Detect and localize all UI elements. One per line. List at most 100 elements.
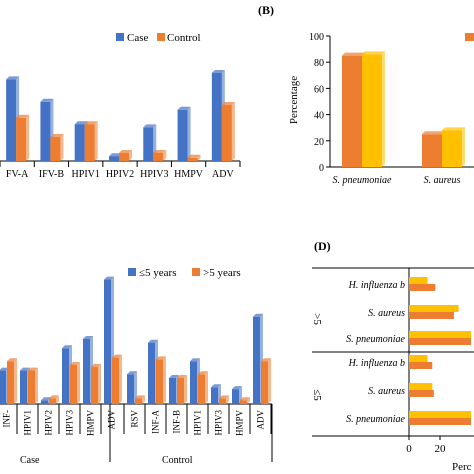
panel-c-bar-over5-front xyxy=(91,366,98,404)
panel-a-bar-case-top xyxy=(211,70,225,73)
panel-d-y-tick-label: H. influenza b xyxy=(348,280,405,291)
panel-a-bar-control xyxy=(16,114,30,161)
panel-c-bar-over5-top xyxy=(70,362,80,365)
panel-c-bar-over5-side xyxy=(226,395,229,404)
legend-case-swatch xyxy=(116,33,124,41)
panel-a-bar-control xyxy=(84,121,98,161)
panel-c-bar-over5-side xyxy=(205,371,208,404)
panel-c-bar-under5-front xyxy=(41,400,48,404)
panel-c-bar-over5 xyxy=(70,362,80,404)
panel-c-bar-over5-top xyxy=(112,354,122,358)
panel-a-bar-control-side xyxy=(163,150,167,161)
panel-c-x-tick-label: HPIV3 xyxy=(214,410,224,436)
panel-c-x-tick-label: HMPV xyxy=(235,410,245,437)
panel-c-bar-under5-top xyxy=(148,339,158,343)
panel-c-bar-over5 xyxy=(240,397,250,404)
panel-c-bar-over5 xyxy=(91,363,101,404)
panel-a-x-tick-label: IFV-B xyxy=(39,169,65,180)
panel-c-bar-under5-side xyxy=(134,371,137,404)
legend-case-label: Case xyxy=(127,32,149,44)
panel-b-bar-top xyxy=(362,51,385,55)
panel-b-x-tick-label: S. aureus xyxy=(424,175,461,186)
panel-c-bar-over5-front xyxy=(28,370,35,404)
panel-a-bar-control-side xyxy=(231,102,235,161)
panel-a-chart: Case Control FV-A IFV-B HPIV1 HPIV2 HPIV3 HMP… xyxy=(0,32,241,180)
panel-d-bar-face xyxy=(409,411,471,418)
panel-c-bar-under5-top xyxy=(253,313,263,317)
panel-c-bar-under5-top xyxy=(104,276,114,280)
panel-c-x-tick-label: HPIV3 xyxy=(65,410,75,436)
panel-c-bar-over5-front xyxy=(261,361,268,404)
panel-a-bar-control-front xyxy=(221,105,232,161)
panel-b-y-tick-label: 100 xyxy=(309,32,324,43)
panel-c-bar-under5-top xyxy=(62,345,72,349)
panel-d-group-under5: ≤5 xyxy=(311,389,323,401)
panel-d-bar xyxy=(409,390,434,397)
panel-a-bar-control-top xyxy=(50,134,64,137)
panel-c-bar-over5-side xyxy=(268,358,271,404)
panel-d-y-tick-label: S. pneumoniae xyxy=(346,414,405,425)
panel-a-x-tick-label: HPIV2 xyxy=(106,169,134,180)
panel-c-bar-over5 xyxy=(28,367,38,404)
panel-c-x-tick-label: INF-B xyxy=(172,410,182,434)
panel-d-x-tick-label: 20 xyxy=(435,443,447,455)
panel-d-bar xyxy=(409,362,433,369)
panel-c-bar-over5 xyxy=(112,354,122,404)
panel-d-y-tick-label: S. aureus xyxy=(368,386,405,397)
panel-c-bar-over5-top xyxy=(177,375,187,378)
panel-a-bar-case-front xyxy=(177,109,188,161)
panel-a-bar-control xyxy=(119,150,132,161)
panel-d-x-axis-title: Perc xyxy=(452,461,472,473)
panel-c-bar-under5-front xyxy=(211,387,218,404)
panel-c-bar-over5-front xyxy=(156,359,163,404)
panel-a-bar-control xyxy=(187,154,201,161)
panel-c-bar-over5 xyxy=(219,395,229,404)
panel-d-bar-face xyxy=(409,418,471,425)
panel-d-bar xyxy=(409,383,433,390)
panel-c-bar-over5-top xyxy=(261,358,271,362)
panel-d-chart: (D) >5 ≤5 Perc 0 20 H. influenza b S. aureu… xyxy=(311,239,474,473)
legend-b-swatch xyxy=(465,33,474,41)
panel-c-x-tick-label: HPIV2 xyxy=(44,410,54,436)
panel-c-bar-under5-front xyxy=(190,361,197,404)
panel-d-y-tick-label: S. aureus xyxy=(368,308,405,319)
panel-c-bar-over5 xyxy=(135,395,145,404)
panel-b-chart: (B) Percentage 0 20 40 60 80 100 S. pneumoniae… xyxy=(258,3,474,186)
panel-c-bar-over5 xyxy=(49,395,59,404)
panel-c-bar-over5-top xyxy=(135,395,145,399)
panel-c-bar-over5-side xyxy=(184,375,187,404)
panel-b-y-tick-label: 40 xyxy=(314,111,324,122)
panel-c-bar-over5-front xyxy=(49,398,56,404)
panel-b-y-tick-label: 20 xyxy=(314,137,324,148)
panel-c-bar-over5 xyxy=(261,358,271,404)
panel-a-bar-case-top xyxy=(109,153,122,157)
panel-b-label: (B) xyxy=(258,3,274,17)
panel-c-bar-under5-top xyxy=(169,375,179,378)
panel-c-bar-over5-top xyxy=(219,395,229,399)
panel-a-bar-case-front xyxy=(109,156,119,161)
panel-c-bar-over5-front xyxy=(240,400,247,404)
panel-a-bar-case-top xyxy=(6,76,20,80)
panel-c-bar-over5-top xyxy=(7,358,17,362)
panel-a-bar-case-top xyxy=(177,106,191,110)
panel-b-y-tick-label: 0 xyxy=(319,163,324,174)
panel-d-bar-face xyxy=(409,383,433,390)
panel-c-bar-over5-top xyxy=(156,356,166,360)
panel-a-x-tick-label: HMPV xyxy=(174,169,204,180)
panel-c-bar-under5-top xyxy=(211,384,221,388)
panel-c-x-tick-label: INF-A xyxy=(151,410,161,434)
panel-c-bar-over5-front xyxy=(112,357,119,404)
panel-a-bar-case-top xyxy=(40,98,54,102)
panel-b-y-axis-title: Percentage xyxy=(288,76,300,124)
panel-d-bar-face xyxy=(409,284,436,291)
panel-a-bar-control xyxy=(50,134,64,161)
panel-c-bar-over5-side xyxy=(77,362,80,404)
panel-c-chart: ≤5 years >5 years Case Control INF- HPIV1… xyxy=(0,267,273,466)
panel-c-bar-over5-side xyxy=(14,358,17,404)
panel-d-bar xyxy=(409,338,471,345)
panel-b-bar xyxy=(442,127,465,167)
panel-a-bar-control-side xyxy=(94,121,98,161)
panel-d-bar xyxy=(409,418,471,425)
panel-d-bar xyxy=(409,355,428,362)
